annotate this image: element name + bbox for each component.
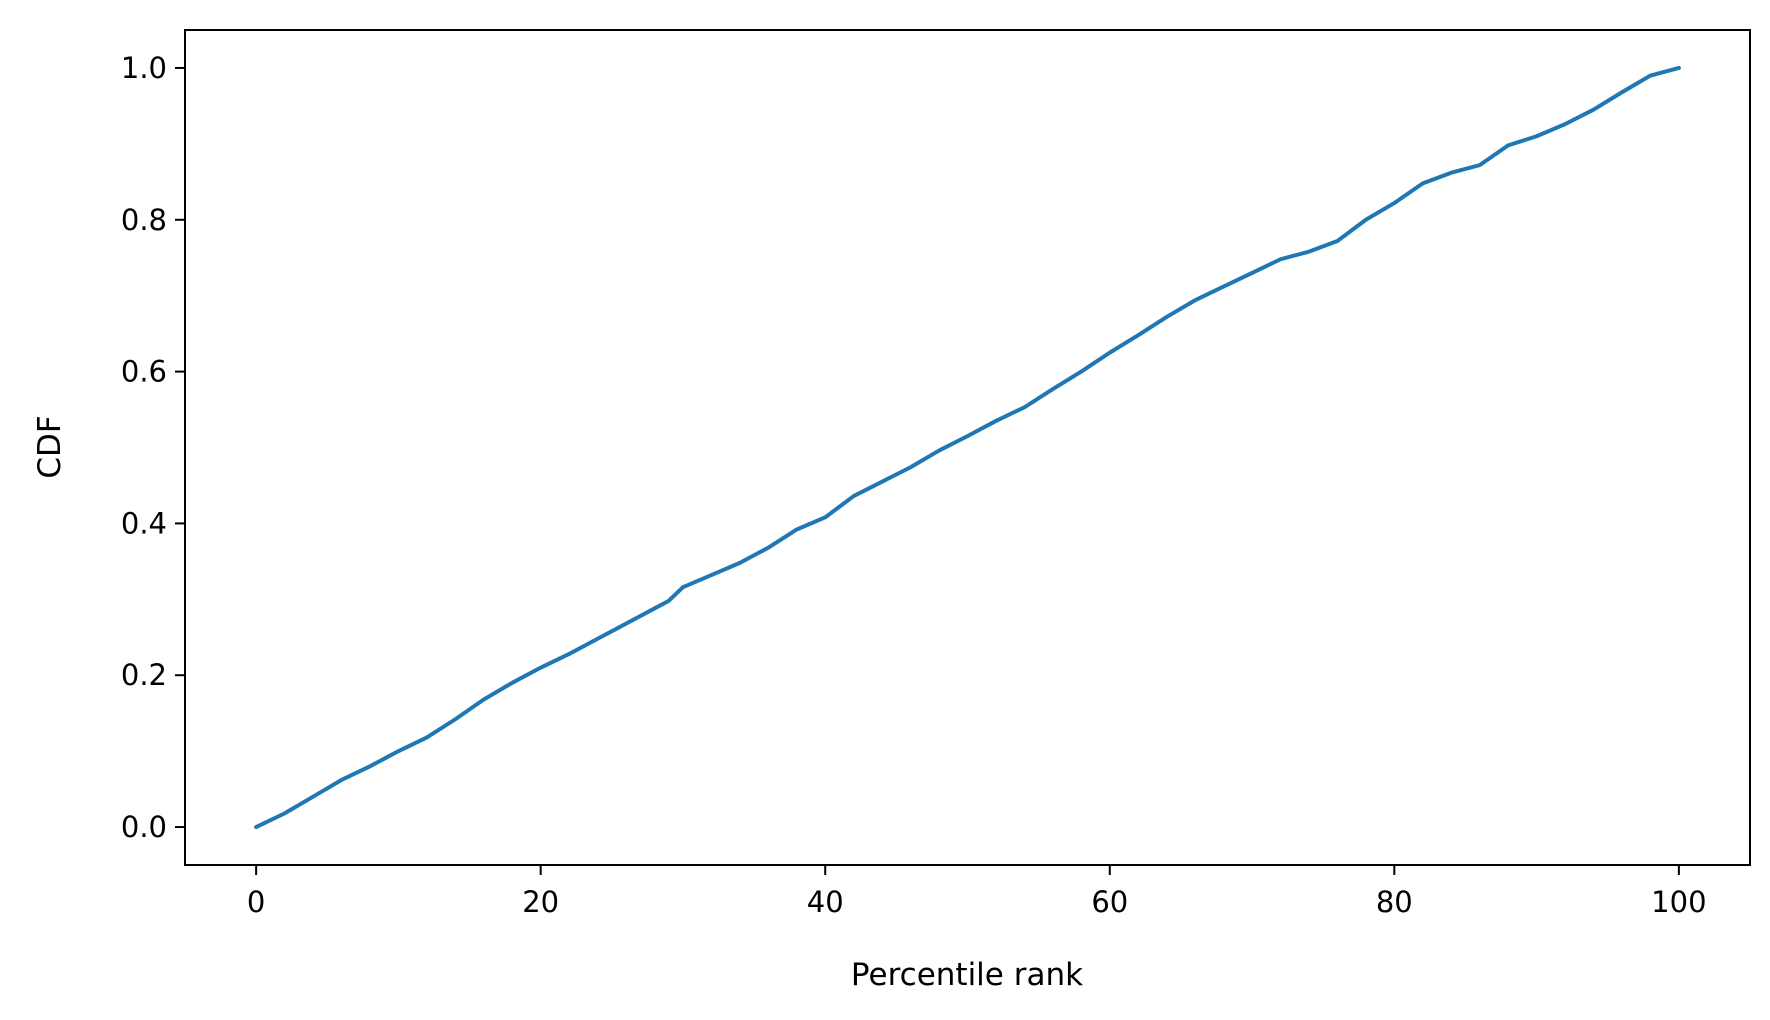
cdf-series-line: [254, 65, 1681, 830]
x-tick-label: 60: [1091, 885, 1128, 919]
y-tick-label: 1.0: [121, 51, 167, 85]
x-tick-label: 100: [1651, 885, 1706, 919]
y-tick-label: 0.6: [121, 355, 167, 389]
y-tick-label: 0.4: [121, 506, 167, 540]
y-tick-label: 0.0: [121, 810, 167, 844]
y-tick-label: 0.8: [121, 203, 167, 237]
y-tick-label: 0.2: [121, 658, 167, 692]
x-tick-label: 20: [522, 885, 559, 919]
x-axis-label: Percentile rank: [851, 957, 1083, 993]
x-axis-ticks: 0 20 40 60 80 100: [247, 865, 1707, 919]
y-axis-ticks: 0.0 0.2 0.4 0.6 0.8 1.0: [121, 51, 185, 844]
y-axis-label: CDF: [32, 415, 68, 478]
x-tick-label: 80: [1376, 885, 1413, 919]
x-tick-label: 0: [247, 885, 265, 919]
plot-frame: [184, 29, 1751, 866]
x-tick-label: 40: [807, 885, 844, 919]
